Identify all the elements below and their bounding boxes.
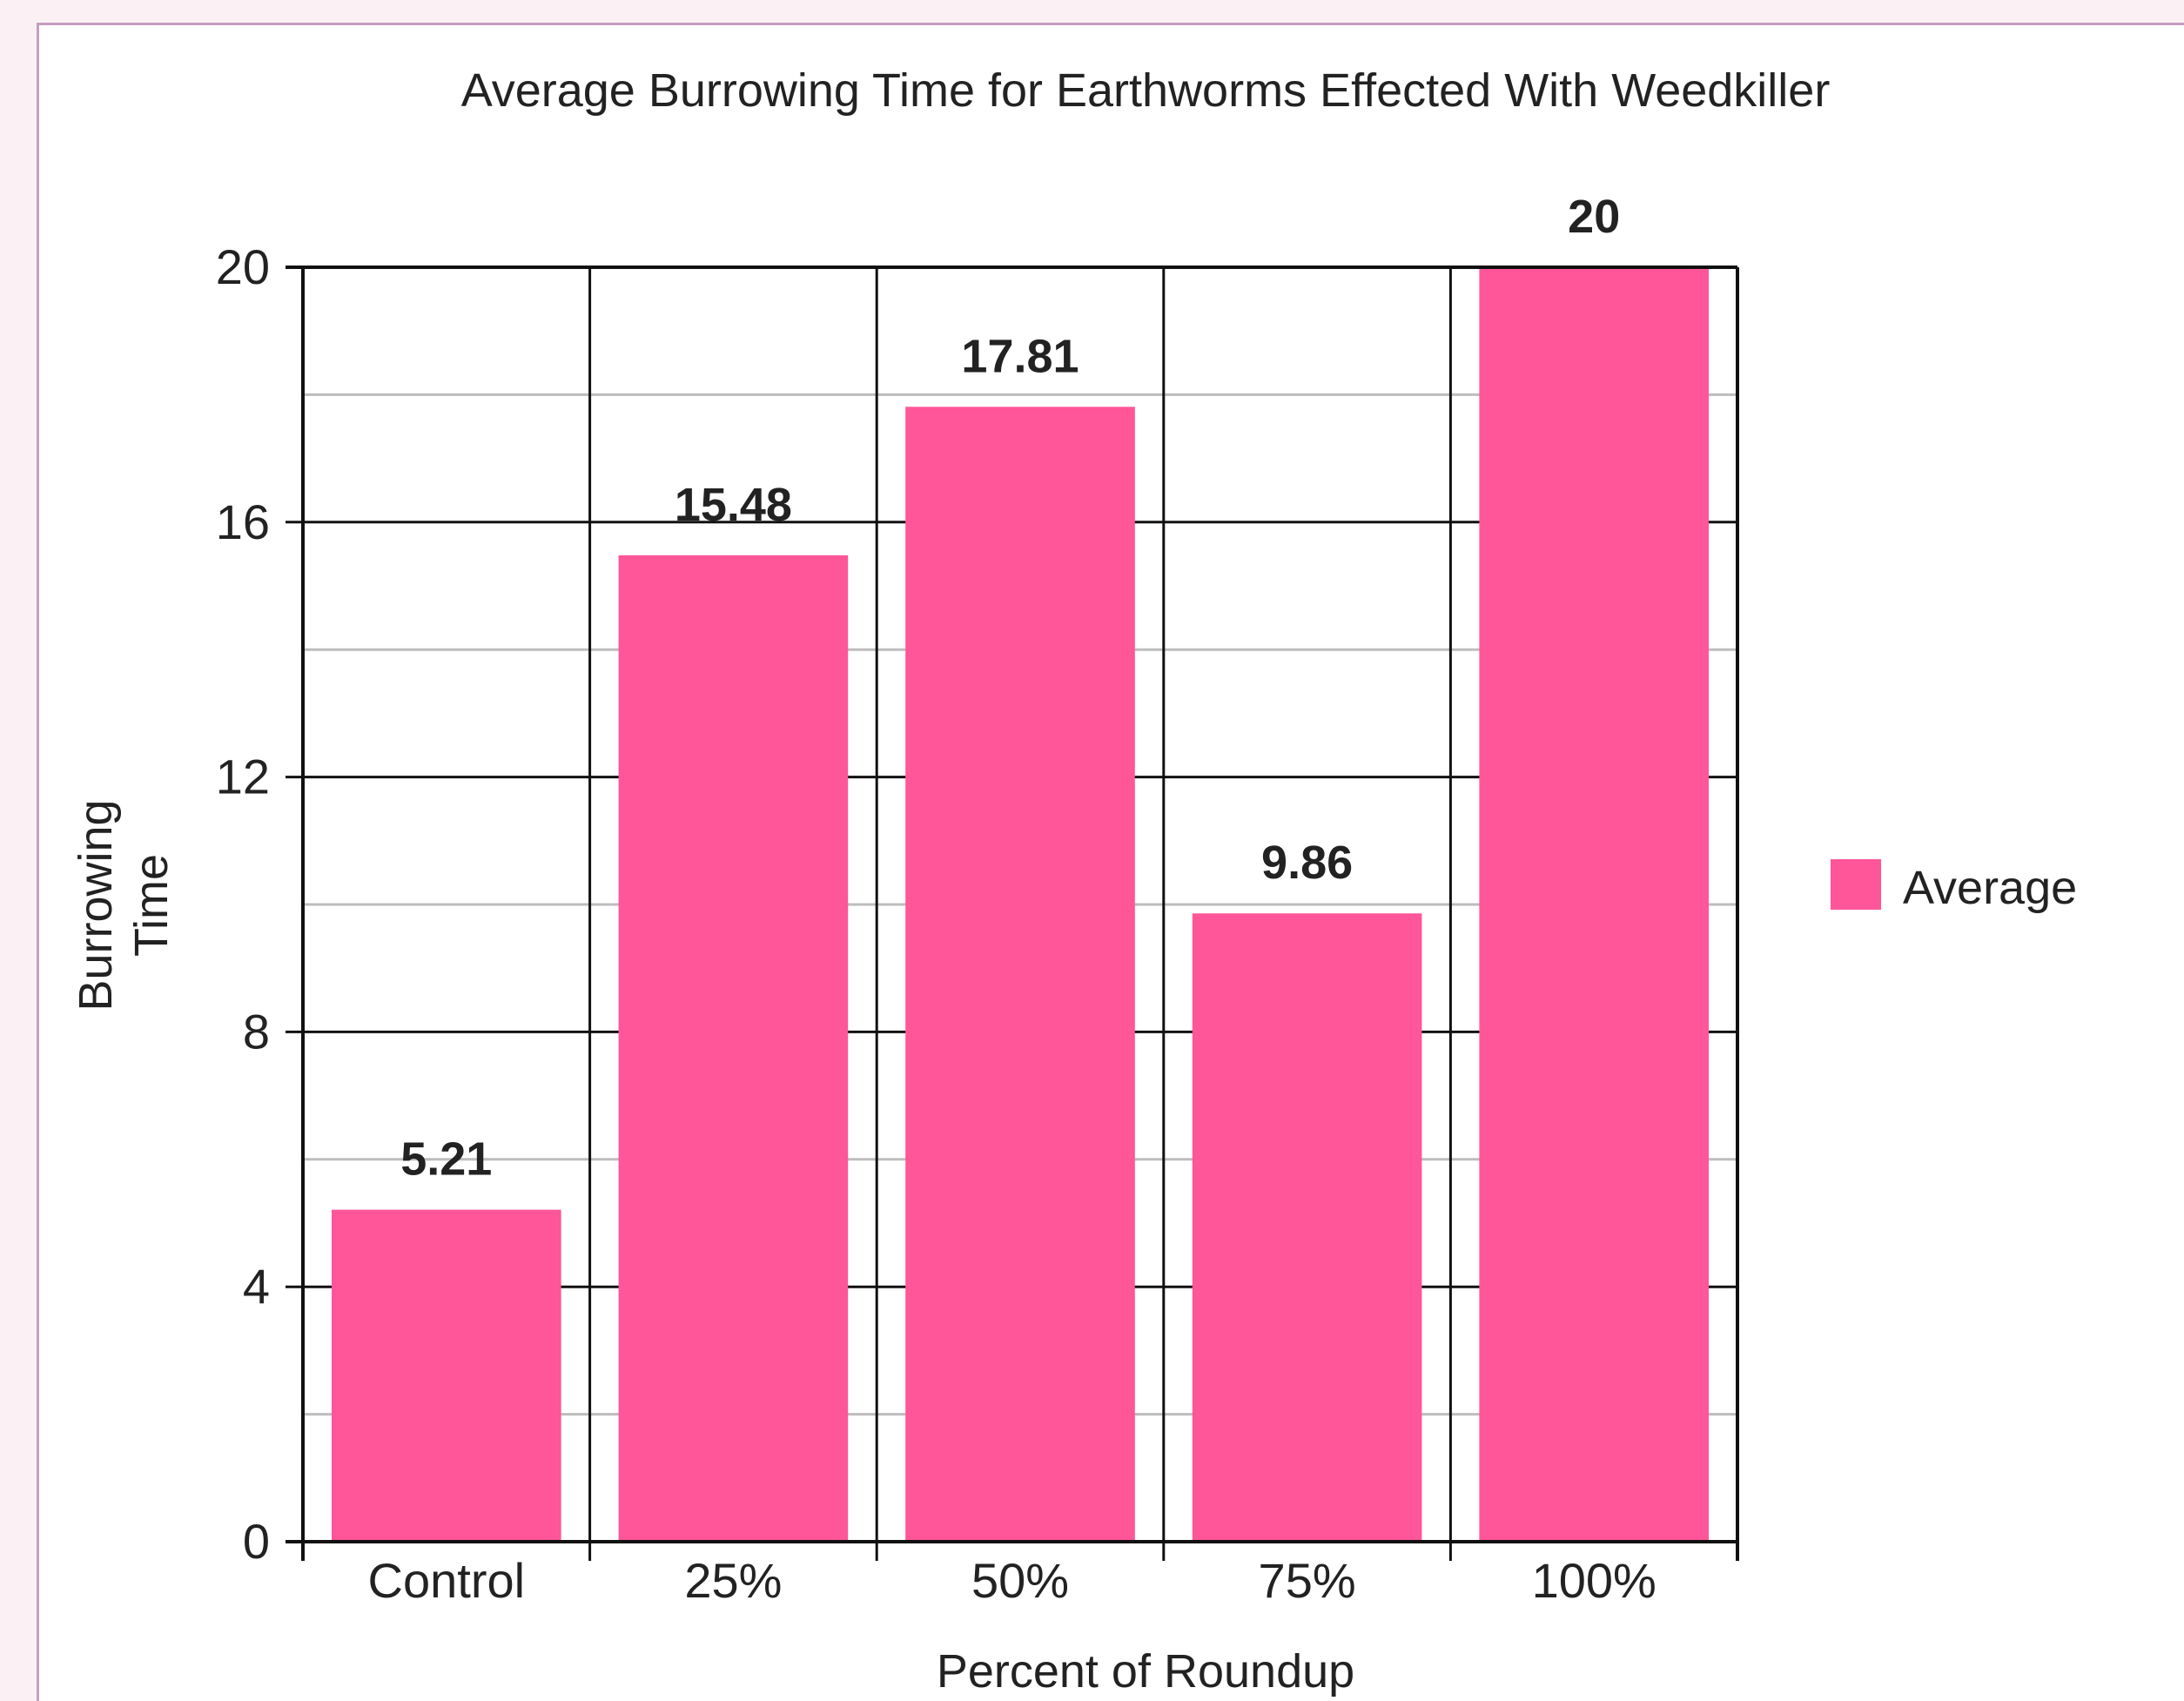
chart-title: Average Burrowing Time for Earthworms Ef… [461,64,1831,117]
bar-25-percent [618,555,849,1542]
y-tick-label: 0 [243,1514,270,1569]
y-axis-title-line: Burrowing [70,799,122,1011]
legend-swatch [1831,859,1881,910]
data-label: 5.21 [400,1133,492,1186]
data-labels: 5.21 15.48 17.81 9.86 20 [400,191,1620,1186]
x-axis-title: Percent of Roundup [937,1645,1354,1698]
x-tick-label: 50% [971,1553,1069,1608]
bar-75-percent [1192,913,1422,1542]
bar-control [332,1209,561,1542]
y-tick-label: 12 [216,750,270,804]
x-tick-label: 75% [1259,1553,1356,1608]
y-axis-title: BurrowingTime [70,799,178,1011]
y-axis-title-text: BurrowingTime [70,799,178,1011]
bar-100-percent [1479,267,1709,1542]
legend: Average [1831,859,2077,914]
x-tick-labels: Control 25% 50% 75% 100% [368,1553,1656,1608]
data-label: 15.48 [675,479,792,531]
bar-50-percent [905,407,1135,1543]
y-tick-label: 4 [243,1259,270,1314]
bars [332,267,1709,1543]
y-axis-title-line: Time [125,854,178,957]
legend-label: Average [1903,862,2077,914]
y-tick-labels: 0 4 8 12 16 20 [216,239,270,1569]
y-tick-label: 20 [216,239,270,294]
data-label: 20 [1568,191,1620,243]
x-tick-label: 100% [1532,1553,1656,1608]
data-label: 9.86 [1261,837,1353,889]
axes [286,266,1739,1561]
data-label: 17.81 [961,330,1079,382]
x-tick-label: 25% [684,1553,782,1608]
y-tick-label: 16 [216,494,270,549]
y-tick-label: 8 [243,1004,270,1059]
x-tick-label: Control [368,1553,526,1608]
category-dividers [588,267,1452,1561]
